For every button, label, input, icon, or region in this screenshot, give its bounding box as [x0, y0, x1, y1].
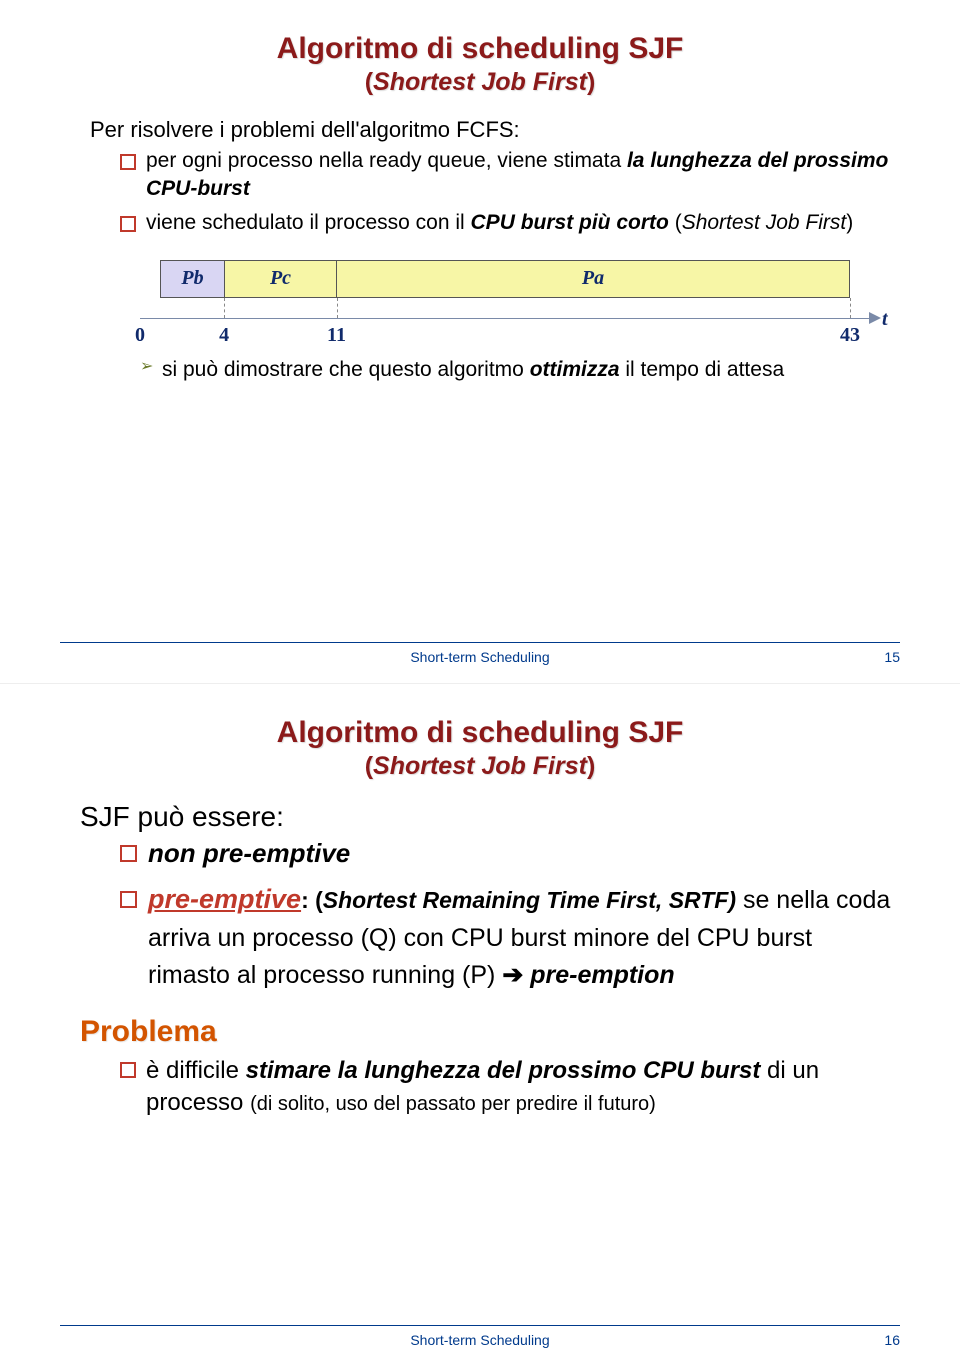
axis-tick	[224, 298, 225, 318]
bullet-list: non pre-emptive pre-emptive: (Shortest R…	[120, 835, 900, 993]
axis-tick-label: 11	[327, 324, 346, 347]
gantt-segment: Pb	[161, 261, 225, 297]
intro-text: Per risolvere i problemi dell'algoritmo …	[90, 117, 900, 143]
axis-arrow-icon	[869, 312, 881, 324]
axis-tick	[337, 298, 338, 318]
bullet-preemptive: pre-emptive: (Shortest Remaining Time Fi…	[120, 881, 900, 993]
gantt-axis: t 041143	[160, 298, 880, 348]
b2-preemption: pre-emption	[523, 961, 674, 989]
axis-tick-label: 4	[219, 324, 229, 347]
paren-open: (	[365, 752, 373, 780]
b2-colon: : (	[301, 887, 323, 913]
slide-title: Algoritmo di scheduling SJF	[60, 30, 900, 68]
slide-subtitle: (Shortest Job First)	[60, 68, 900, 97]
slide-16: Algoritmo di scheduling SJF (Shortest Jo…	[0, 683, 960, 1366]
bullet-2: viene schedulato il processo con il CPU …	[120, 209, 900, 237]
gantt-segment: Pc	[225, 261, 337, 297]
paren-open: (	[365, 68, 373, 96]
slide-15: Algoritmo di scheduling SJF (Shortest Jo…	[0, 0, 960, 683]
gantt-segment: Pa	[337, 261, 849, 297]
p-b: stimare la lunghezza del prossimo CPU bu…	[246, 1057, 761, 1084]
gantt-bar: PbPcPa	[160, 260, 850, 298]
result-list: si può dimostrare che questo algoritmo o…	[140, 356, 900, 384]
slide-footer: Short-term Scheduling 15	[60, 642, 900, 665]
footer-text: Short-term Scheduling	[410, 1332, 549, 1348]
page-number: 15	[884, 649, 900, 665]
b2-emph: CPU burst più corto	[471, 211, 669, 234]
axis-tick-label: 0	[135, 324, 145, 347]
axis-tick-label: 43	[840, 324, 860, 347]
b2-paren-open: (	[669, 211, 682, 234]
paren-close: )	[587, 752, 595, 780]
axis-t-label: t	[882, 308, 888, 331]
p-d: (di solito, uso del passato per predire …	[250, 1093, 656, 1115]
gantt-chart: PbPcPa t 041143	[160, 260, 880, 348]
axis-tick	[850, 298, 851, 318]
problema-heading: Problema	[80, 1015, 900, 1049]
paren-close: )	[587, 68, 595, 96]
p-a: è difficile	[146, 1057, 246, 1084]
page-number: 16	[884, 1332, 900, 1348]
bullet-list: per ogni processo nella ready queue, vie…	[120, 147, 900, 238]
b2-srtf: Shortest Remaining Time First, SRTF)	[323, 887, 736, 913]
result-item: si può dimostrare che questo algoritmo o…	[140, 356, 900, 384]
subtitle-inner: Shortest Job First	[373, 752, 587, 780]
b2-paren-close: )	[846, 211, 853, 234]
result-b: ottimizza	[530, 358, 620, 381]
footer-text: Short-term Scheduling	[410, 649, 549, 665]
subtitle-inner: Shortest Job First	[373, 68, 587, 96]
b2-text-a: viene schedulato il processo con il	[146, 211, 471, 234]
slide-title: Algoritmo di scheduling SJF	[60, 714, 900, 752]
slide-subtitle: (Shortest Job First)	[60, 752, 900, 781]
axis-line	[140, 318, 870, 319]
b1-text: non pre-emptive	[148, 838, 350, 868]
problema-item: è difficile stimare la lunghezza del pro…	[120, 1055, 900, 1120]
arrow-icon: ➔	[502, 961, 523, 989]
result-c: il tempo di attesa	[620, 358, 785, 381]
slide-footer: Short-term Scheduling 16	[60, 1325, 900, 1348]
result-a: si può dimostrare che questo algoritmo	[162, 358, 530, 381]
b2-italic: Shortest Job First	[682, 211, 847, 234]
preemptive-link[interactable]: pre-emptive	[148, 884, 301, 914]
b1-text: per ogni processo nella ready queue, vie…	[146, 149, 627, 172]
bullet-1: per ogni processo nella ready queue, vie…	[120, 147, 900, 204]
intro-text: SJF può essere:	[80, 801, 900, 833]
problema-list: è difficile stimare la lunghezza del pro…	[120, 1055, 900, 1120]
bullet-nonpreemptive: non pre-emptive	[120, 835, 900, 871]
